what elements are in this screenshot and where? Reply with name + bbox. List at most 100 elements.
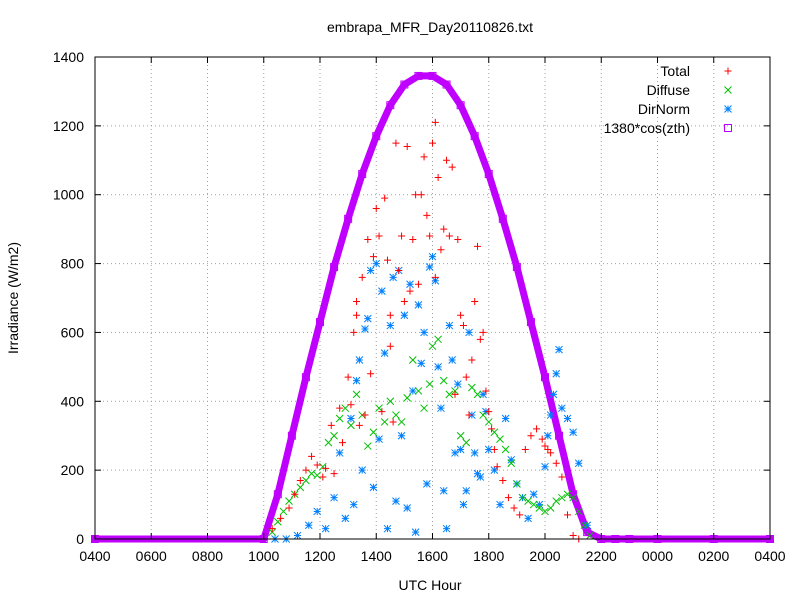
data-point bbox=[569, 428, 577, 437]
data-point bbox=[408, 387, 417, 395]
data-point bbox=[369, 253, 377, 261]
data-point bbox=[549, 390, 558, 399]
data-point bbox=[403, 393, 412, 402]
data-point bbox=[291, 490, 299, 498]
data-point bbox=[386, 397, 395, 406]
data-point bbox=[324, 438, 333, 447]
data-point bbox=[293, 531, 302, 540]
data-point bbox=[319, 473, 327, 481]
data-point bbox=[308, 452, 316, 460]
data-point bbox=[541, 462, 549, 471]
y-tick-label: 1400 bbox=[53, 49, 84, 65]
data-point bbox=[498, 214, 507, 223]
data-point bbox=[358, 273, 366, 281]
data-point bbox=[384, 256, 391, 264]
data-point bbox=[439, 486, 448, 495]
series-star bbox=[271, 252, 592, 543]
data-point bbox=[488, 425, 496, 433]
data-point bbox=[434, 174, 442, 181]
data-point bbox=[285, 504, 293, 512]
data-point bbox=[417, 191, 425, 199]
x-tick-label: 0400 bbox=[754, 548, 785, 564]
data-point bbox=[363, 442, 372, 450]
x-tick-label: 1400 bbox=[361, 548, 392, 564]
data-point bbox=[397, 418, 406, 426]
data-point bbox=[414, 71, 423, 80]
data-point bbox=[504, 494, 512, 502]
data-point bbox=[501, 445, 510, 454]
legend-label: Diffuse bbox=[647, 82, 691, 98]
data-point bbox=[392, 139, 400, 147]
data-point bbox=[552, 369, 561, 378]
series-plus bbox=[268, 118, 583, 543]
data-point bbox=[406, 287, 414, 295]
data-point bbox=[403, 504, 412, 512]
data-point bbox=[336, 404, 344, 412]
data-point bbox=[434, 335, 442, 344]
data-point bbox=[521, 445, 529, 453]
data-point bbox=[423, 480, 431, 488]
y-tick-label: 800 bbox=[61, 256, 85, 272]
data-point bbox=[468, 356, 476, 364]
data-point bbox=[386, 342, 394, 350]
data-point bbox=[352, 376, 361, 385]
chart-title: embrapa_MFR_Day20110826.txt bbox=[327, 19, 533, 35]
data-point bbox=[339, 439, 346, 447]
data-point bbox=[349, 500, 358, 509]
data-point bbox=[456, 101, 465, 110]
data-point bbox=[484, 170, 493, 179]
data-point bbox=[484, 418, 493, 426]
data-point bbox=[465, 328, 473, 337]
data-point bbox=[398, 232, 406, 240]
data-point bbox=[386, 321, 395, 330]
data-point bbox=[428, 252, 437, 261]
data-point bbox=[408, 356, 417, 364]
legend-marker bbox=[724, 124, 732, 132]
tick-layer: 0400 0600 0800 1000 1200 1400 1600 1800 2000 2200… bbox=[53, 49, 786, 564]
data-point bbox=[420, 328, 428, 337]
data-point bbox=[411, 528, 420, 536]
data-point bbox=[437, 246, 445, 254]
y-tick-label: 1200 bbox=[53, 118, 84, 134]
data-point bbox=[479, 328, 487, 336]
x-tick-label: 1200 bbox=[304, 548, 335, 564]
data-point bbox=[558, 404, 566, 413]
data-point bbox=[510, 504, 518, 512]
data-point bbox=[273, 490, 282, 499]
data-point bbox=[479, 411, 487, 419]
data-point bbox=[372, 259, 381, 268]
data-point bbox=[527, 432, 535, 440]
data-point bbox=[380, 418, 389, 426]
data-point bbox=[378, 287, 386, 295]
data-point bbox=[456, 445, 465, 454]
data-point bbox=[535, 500, 544, 509]
x-tick-label: 0600 bbox=[136, 548, 167, 564]
data-point bbox=[389, 273, 397, 282]
data-point bbox=[485, 408, 493, 416]
data-point bbox=[518, 493, 527, 502]
data-point bbox=[414, 280, 422, 288]
data-point bbox=[330, 263, 339, 272]
data-point bbox=[400, 80, 409, 89]
data-point bbox=[425, 380, 434, 388]
data-point bbox=[372, 204, 380, 212]
data-point bbox=[499, 476, 507, 484]
data-point bbox=[361, 325, 369, 333]
data-point bbox=[490, 466, 499, 474]
x-tick-label: 2000 bbox=[529, 548, 560, 564]
y-tick-label: 400 bbox=[61, 393, 85, 409]
y-tick-label: 0 bbox=[76, 531, 84, 547]
data-point bbox=[389, 418, 397, 426]
data-point bbox=[428, 71, 437, 80]
data-point bbox=[555, 345, 563, 354]
data-point bbox=[431, 118, 439, 126]
data-point bbox=[313, 507, 322, 516]
data-point bbox=[353, 311, 361, 319]
data-point bbox=[541, 507, 549, 516]
data-point bbox=[451, 390, 459, 398]
data-point bbox=[361, 411, 369, 419]
data-point bbox=[471, 297, 479, 305]
data-point bbox=[535, 504, 544, 512]
data-point bbox=[414, 387, 423, 395]
data-point bbox=[468, 383, 476, 392]
